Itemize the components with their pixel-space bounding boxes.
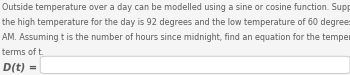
FancyBboxPatch shape: [40, 56, 350, 74]
Text: Outside temperature over a day can be modelled using a sine or cosine function. : Outside temperature over a day can be mo…: [2, 3, 350, 12]
Text: terms of t.: terms of t.: [2, 48, 44, 57]
Text: AM. Assuming t is the number of hours since midnight, find an equation for the t: AM. Assuming t is the number of hours si…: [2, 33, 350, 42]
Text: D(t) =: D(t) =: [3, 62, 37, 73]
Text: the high temperature for the day is 92 degrees and the low temperature of 60 deg: the high temperature for the day is 92 d…: [2, 18, 350, 27]
